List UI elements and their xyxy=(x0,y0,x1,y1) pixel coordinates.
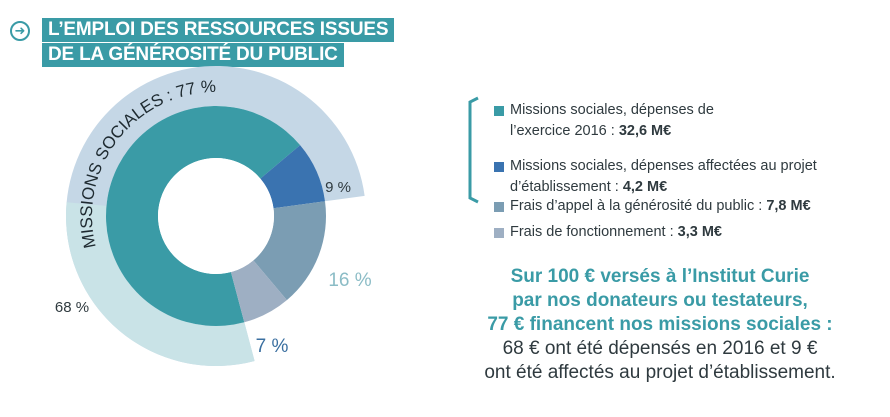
slice-label: 16 % xyxy=(328,270,371,291)
pie-slice xyxy=(106,105,301,326)
legend-value: 7,8 M€ xyxy=(766,198,811,214)
legend-label: Frais de fonctionnement : 3,3 M€ xyxy=(510,222,890,243)
outer-ring-missions-lower xyxy=(66,202,255,366)
slice-label: 7 % xyxy=(256,336,289,357)
legend-label-text: Frais d’appel à la générosité du public … xyxy=(510,198,767,214)
legend-label-text: Missions sociales, dépenses affectées au… xyxy=(510,158,817,174)
legend-bracket-icon xyxy=(468,96,479,204)
legend-swatch xyxy=(494,202,504,212)
legend-swatch xyxy=(494,106,504,116)
legend-label-text: l’exercice 2016 : xyxy=(510,123,619,139)
pie-slice xyxy=(230,260,287,323)
slice-label: 9 % xyxy=(325,179,351,196)
summary-line-4: 68 € ont été dépensés en 2016 et 9 € xyxy=(502,338,818,359)
legend-label-text: Missions sociales, dépenses de xyxy=(510,102,714,118)
donut-chart: 68 %9 %16 %7 %MISSIONS SOCIALES : 77 % xyxy=(55,65,372,366)
legend-label: Frais d’appel à la générosité du public … xyxy=(510,196,890,217)
arrow-right-icon: ➜ xyxy=(10,21,30,41)
pie-slice xyxy=(260,145,326,209)
summary-line-3: 77 € financent nos missions sociales : xyxy=(487,314,833,335)
legend-value: 3,3 M€ xyxy=(677,224,722,240)
legend-label: Missions sociales, dépenses de l’exercice… xyxy=(510,100,890,142)
summary-text: Sur 100 € versés à l’Institut Curie par … xyxy=(440,265,880,385)
legend-label-text: Frais de fonctionnement : xyxy=(510,224,678,240)
summary-line-1: Sur 100 € versés à l’Institut Curie xyxy=(510,266,810,287)
summary-line-5: ont été affectés au projet d’établisseme… xyxy=(484,362,836,383)
pie-slice xyxy=(253,201,327,301)
donut-hole xyxy=(158,158,274,274)
summary-line-2: par nos donateurs ou testateurs, xyxy=(512,290,808,311)
page-title-line-2: DE LA GÉNÉROSITÉ DU PUBLIC xyxy=(42,43,344,67)
legend-label: Missions sociales, dépenses affectées au… xyxy=(510,156,890,198)
legend-label-text: d’établissement : xyxy=(510,179,623,195)
legend-value: 4,2 M€ xyxy=(622,179,668,195)
legend-swatch xyxy=(494,228,504,238)
legend-swatch xyxy=(494,162,504,172)
slice-label: 68 % xyxy=(55,299,89,316)
legend-value: 32,6 M€ xyxy=(618,123,672,139)
page-title-line-1: L’EMPLOI DES RESSOURCES ISSUES xyxy=(42,18,395,42)
